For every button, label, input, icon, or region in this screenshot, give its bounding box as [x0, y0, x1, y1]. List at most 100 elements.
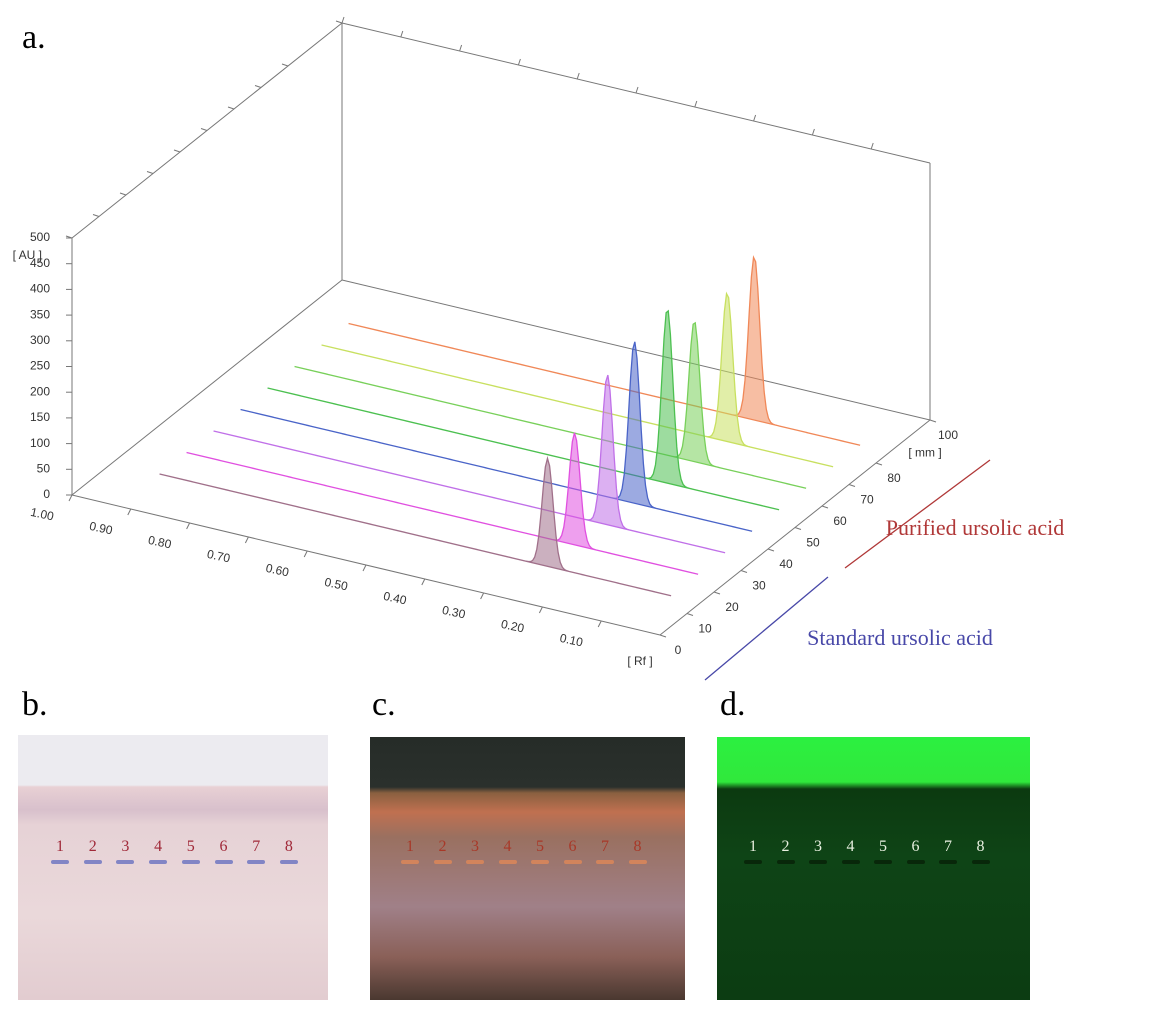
lane-number: 8 [284, 838, 293, 855]
y-axis-label: [ AU ] [13, 248, 42, 262]
lane-spot [51, 860, 69, 864]
x-tick-label: 0.80 [147, 533, 173, 552]
z-tick-label: 70 [860, 493, 874, 507]
panel-label: d. [720, 686, 746, 723]
panel-label: c. [372, 686, 396, 723]
lane-spot [247, 860, 266, 864]
z-tick-label: 40 [779, 557, 793, 571]
lane-number: 5 [536, 838, 544, 855]
track-peak [240, 341, 753, 532]
z-axis-label: [ mm ] [908, 446, 941, 460]
lane-spot [466, 860, 484, 864]
lane-spot [939, 860, 957, 864]
x-tick [576, 72, 580, 80]
y-tick-label: 50 [37, 461, 51, 475]
y-tick-label: 300 [30, 333, 50, 347]
lane-spot [596, 860, 614, 864]
track-peak [159, 455, 672, 597]
z-tick [281, 63, 289, 67]
z-tick [848, 484, 856, 487]
frame-line [71, 279, 343, 496]
lane-spot [874, 860, 892, 864]
x-tick-label: 0.20 [500, 617, 526, 636]
x-tick [127, 508, 132, 516]
lane-spot [628, 860, 647, 864]
lane-spot [809, 860, 827, 864]
lane-number: 2 [88, 838, 97, 855]
lane-number: 1 [56, 838, 64, 855]
x-tick [400, 30, 404, 38]
y-tick-label: 250 [30, 359, 50, 373]
z-tick-label: 10 [698, 622, 712, 636]
z-tick-label: 100 [938, 428, 958, 442]
x-tick-label: 0.30 [441, 603, 467, 622]
x-tick-label: 0.10 [558, 631, 584, 650]
x-tick [303, 550, 308, 558]
x-tick [459, 44, 463, 52]
lane-number: 6 [219, 838, 228, 855]
lane-spot [181, 860, 200, 864]
lane-spot [498, 860, 517, 864]
y-tick-label: 100 [30, 436, 50, 450]
lane-number: 2 [438, 838, 447, 855]
z-tick-label: 60 [833, 514, 847, 528]
x-tick [538, 606, 543, 614]
y-tick-label: 450 [30, 256, 50, 270]
z-tick [200, 128, 208, 131]
x-tick-label: 0.50 [323, 575, 349, 594]
z-tick [767, 548, 775, 552]
x-tick-label: 0.60 [264, 561, 290, 580]
z-tick [686, 613, 694, 616]
z-tick [335, 20, 343, 24]
lane-number: 6 [568, 838, 577, 855]
x-tick [597, 620, 602, 628]
z-tick [92, 214, 100, 217]
x-tick [341, 16, 345, 24]
track-peak [213, 374, 726, 554]
z-tick [119, 192, 127, 196]
x-tick [753, 114, 757, 122]
lane-number: 7 [252, 838, 261, 855]
legend-line [844, 459, 991, 569]
track-peak [294, 321, 807, 489]
z-tick [794, 527, 802, 530]
y-tick-label: 350 [30, 307, 50, 321]
lane-spot [116, 860, 135, 864]
lane-spot [531, 860, 549, 864]
tlc-plate-uv254: 1 2 3 4 5 6 7 8 [717, 737, 1030, 1000]
x-tick-label: 0.40 [382, 589, 408, 608]
tlc-plate-visible: 1 2 3 4 5 6 7 8 [18, 735, 328, 1000]
x-tick [870, 142, 874, 150]
lane-number: 4 [154, 838, 163, 855]
lane-spot [776, 860, 795, 864]
tlc-plate-uv366: 1 2 3 4 5 6 7 8 [370, 737, 685, 1000]
lane-spot [971, 860, 990, 864]
x-tick [694, 100, 698, 108]
x-tick [421, 578, 426, 586]
z-tick-label: 0 [675, 643, 682, 657]
legend-label: Purified ursolic acid [886, 515, 1064, 540]
legend-line [704, 576, 829, 681]
lane-number: 1 [749, 838, 757, 855]
z-tick-label: 30 [752, 579, 766, 593]
z-tick [254, 85, 262, 88]
lane-number: 5 [879, 838, 887, 855]
lane-spot [841, 860, 860, 864]
z-tick [659, 634, 667, 638]
y-tick-label: 400 [30, 282, 50, 296]
lane-spot [214, 860, 233, 864]
z-tick [173, 149, 181, 153]
lane-number: 1 [406, 838, 414, 855]
z-tick-label: 50 [806, 536, 820, 550]
y-tick-label: 200 [30, 384, 50, 398]
lane-number: 8 [633, 838, 642, 855]
lane-spot [83, 860, 102, 864]
lane-spot [563, 860, 582, 864]
lane-number: 2 [781, 838, 790, 855]
lane-spot [744, 860, 762, 864]
x-tick-label: 0.90 [88, 519, 114, 538]
lane-spot [906, 860, 925, 864]
lane-number: 3 [471, 838, 479, 855]
